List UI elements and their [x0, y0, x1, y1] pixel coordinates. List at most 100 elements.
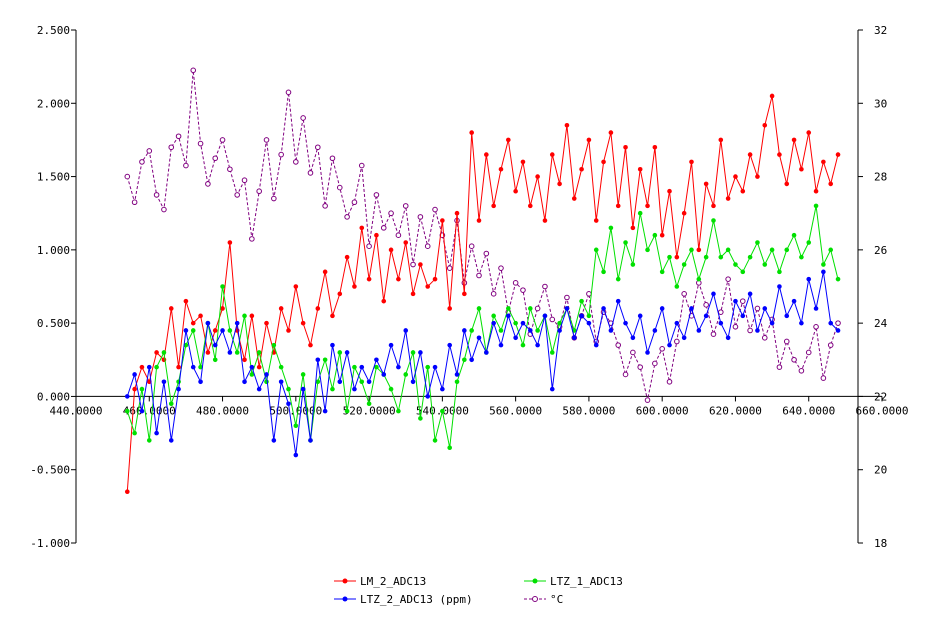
data-point-c [388, 210, 394, 217]
data-point-lm-2-adc13 [183, 298, 189, 304]
data-point-lm-2-adc13 [667, 188, 672, 194]
data-point-ltz-2-adc13-ppm [549, 386, 555, 392]
data-point-lm-2-adc13 [659, 232, 665, 238]
data-point-c [175, 133, 182, 140]
data-point-ltz-1-adc13 [168, 401, 174, 407]
data-point-ltz-1-adc13 [506, 306, 511, 311]
data-point-c [197, 140, 204, 147]
data-point-ltz-1-adc13 [615, 276, 621, 282]
data-point-c [424, 243, 431, 249]
data-point-c [805, 349, 812, 356]
data-point-c [564, 294, 570, 301]
data-point-ltz-2-adc13-ppm [659, 306, 665, 311]
data-point-ltz-1-adc13 [227, 328, 233, 333]
data-point-ltz-1-adc13 [557, 320, 562, 326]
data-point-ltz-2-adc13-ppm [462, 328, 467, 333]
data-point-ltz-2-adc13-ppm [432, 364, 438, 370]
data-point-c [644, 397, 651, 403]
data-point-ltz-2-adc13-ppm [212, 342, 218, 348]
data-point-ltz-2-adc13-ppm [352, 386, 357, 392]
data-point-ltz-1-adc13 [681, 262, 687, 267]
data-point-ltz-2-adc13-ppm [381, 372, 387, 377]
data-point-ltz-2-adc13-ppm [484, 350, 489, 355]
data-point-lm-2-adc13 [249, 313, 255, 319]
data-point-lm-2-adc13 [462, 291, 467, 297]
data-point-ltz-2-adc13-ppm [315, 357, 321, 363]
data-point-c [249, 236, 255, 242]
data-point-ltz-2-adc13-ppm [234, 320, 240, 326]
data-point-ltz-2-adc13-ppm [403, 328, 409, 333]
data-point-lm-2-adc13 [791, 137, 797, 143]
y-tick-label: 2.500 [37, 24, 70, 37]
data-point-ltz-1-adc13 [139, 386, 145, 392]
data-point-ltz-2-adc13-ppm [154, 430, 159, 436]
data-point-ltz-2-adc13-ppm [469, 357, 474, 363]
data-point-ltz-1-adc13 [359, 379, 365, 385]
data-point-ltz-2-adc13-ppm [227, 350, 233, 355]
data-point-c [190, 67, 197, 74]
data-point-ltz-1-adc13 [190, 328, 196, 333]
data-point-ltz-1-adc13 [322, 357, 328, 363]
data-point-c [776, 364, 783, 370]
data-point-c [637, 364, 644, 370]
data-point-c [791, 356, 797, 363]
data-point-lm-2-adc13 [278, 306, 284, 311]
data-point-lm-2-adc13 [484, 152, 489, 157]
data-point-ltz-2-adc13-ppm [630, 335, 636, 341]
data-point-ltz-2-adc13-ppm [769, 320, 775, 326]
data-point-ltz-2-adc13-ppm [696, 328, 702, 333]
data-point-c [402, 203, 409, 209]
data-point-ltz-2-adc13-ppm [601, 306, 606, 311]
data-point-lm-2-adc13 [586, 137, 592, 143]
data-point-ltz-2-adc13-ppm [740, 313, 746, 319]
data-point-ltz-2-adc13-ppm [271, 438, 277, 443]
data-point-lm-2-adc13 [637, 166, 643, 172]
data-point-c [703, 302, 709, 308]
data-point-lm-2-adc13 [799, 166, 804, 172]
data-point-ltz-2-adc13-ppm [557, 328, 562, 333]
data-point-ltz-1-adc13 [271, 342, 277, 348]
data-point-ltz-1-adc13 [447, 445, 452, 451]
data-point-lm-2-adc13 [557, 181, 562, 187]
data-point-ltz-1-adc13 [220, 284, 225, 289]
data-point-lm-2-adc13 [256, 364, 262, 370]
data-point-lm-2-adc13 [689, 159, 694, 165]
y2-tick-label: 32 [874, 24, 887, 37]
data-point-ltz-1-adc13 [242, 313, 247, 319]
data-point-lm-2-adc13 [513, 188, 518, 194]
data-point-ltz-2-adc13-ppm [418, 350, 423, 355]
data-point-lm-2-adc13 [469, 130, 474, 135]
y2-tick-label: 30 [874, 97, 887, 110]
data-point-c [322, 203, 328, 209]
data-point-ltz-1-adc13 [469, 328, 474, 333]
data-point-lm-2-adc13 [322, 269, 328, 275]
data-point-c [718, 309, 724, 315]
data-point-c [234, 192, 240, 198]
data-point-ltz-2-adc13-ppm [256, 386, 262, 392]
data-point-ltz-1-adc13 [366, 401, 372, 407]
data-point-lm-2-adc13 [615, 203, 621, 209]
data-point-ltz-2-adc13-ppm [396, 364, 401, 370]
data-point-lm-2-adc13 [747, 152, 753, 157]
data-point-ltz-2-adc13-ppm [718, 320, 724, 326]
data-point-lm-2-adc13 [190, 320, 196, 326]
data-point-ltz-2-adc13-ppm [623, 320, 628, 326]
data-point-c [315, 144, 321, 151]
data-point-ltz-2-adc13-ppm [681, 335, 687, 341]
series-line-lm-2-adc13 [126, 95, 839, 492]
data-point-ltz-1-adc13 [520, 342, 526, 348]
data-point-ltz-1-adc13 [586, 313, 592, 319]
data-point-ltz-1-adc13 [315, 379, 321, 385]
data-point-lm-2-adc13 [374, 232, 379, 238]
data-point-c [798, 367, 805, 374]
data-point-c [131, 199, 138, 206]
data-point-ltz-1-adc13 [828, 247, 834, 253]
data-point-ltz-1-adc13 [777, 269, 782, 275]
y2-tick-label: 22 [874, 390, 887, 403]
data-point-c [659, 345, 665, 352]
data-point-ltz-2-adc13-ppm [667, 342, 672, 348]
data-point-lm-2-adc13 [264, 320, 269, 326]
data-point-lm-2-adc13 [220, 306, 225, 311]
data-point-c [666, 378, 673, 385]
data-point-lm-2-adc13 [154, 350, 159, 355]
